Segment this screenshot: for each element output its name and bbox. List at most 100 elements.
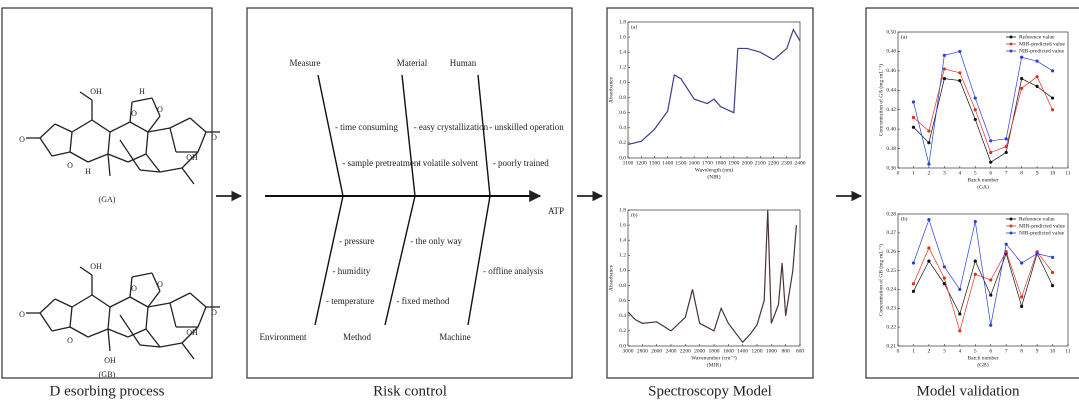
y-axis-label: Absorbance <box>608 76 614 103</box>
chart-caption: (NIR) <box>707 173 720 180</box>
bond <box>147 302 171 308</box>
bond <box>129 276 133 298</box>
bond <box>181 151 199 169</box>
fishbone-bone <box>384 195 416 326</box>
x-tick-label: 1900 <box>728 160 739 166</box>
series-marker <box>973 96 977 100</box>
y-tick-label: 0.2 <box>619 140 626 146</box>
x-tick-label: 2200 <box>768 160 779 166</box>
fishbone-effect: ATP <box>548 206 564 216</box>
bond <box>87 328 109 338</box>
atom-label: O <box>67 161 73 170</box>
legend-label: MIR-predicted value <box>1019 223 1066 229</box>
atom-label: OH <box>90 262 102 271</box>
bond <box>159 167 183 173</box>
x-tick-label: 1600 <box>689 160 700 166</box>
x-tick-label: 0 <box>897 170 900 176</box>
series-line <box>627 28 801 145</box>
series-marker <box>1004 137 1008 141</box>
bond <box>181 342 195 360</box>
y-tick-label: 0.48 <box>886 49 896 55</box>
cause-label: Environment <box>260 332 307 342</box>
bond <box>147 115 161 133</box>
x-tick-label: 2 <box>928 348 931 354</box>
series-marker <box>1050 96 1055 100</box>
series-marker <box>927 129 931 133</box>
series-marker <box>1050 284 1055 288</box>
bond <box>91 294 111 308</box>
series-marker <box>958 49 962 54</box>
y-tick-label: 0.46 <box>886 68 896 74</box>
bond <box>91 119 111 133</box>
x-tick-label: 1 <box>912 348 915 354</box>
cause-item: - volatile solvent <box>418 158 479 168</box>
panel-caption: D esorbing process <box>50 383 165 399</box>
x-tick-label: 10 <box>1050 348 1056 354</box>
plot-area <box>627 21 801 159</box>
bond <box>54 123 73 133</box>
x-axis-label: Batch number <box>967 355 998 361</box>
x-tick-label: 3 <box>943 170 946 176</box>
atom-label: O <box>211 308 217 317</box>
atom-label: O <box>131 284 137 293</box>
chart-caption: (GB) <box>977 361 988 368</box>
series-marker <box>1050 255 1055 259</box>
y-tick-label: 0.8 <box>619 283 626 289</box>
bond <box>147 127 171 133</box>
atom-label: H <box>85 167 91 176</box>
bond <box>189 292 207 308</box>
legend-marker <box>1009 49 1013 53</box>
x-tick-label: 5 <box>974 348 977 354</box>
cause-item: - easy crystallization <box>414 122 489 132</box>
x-tick-label: 3000 <box>623 348 634 354</box>
series-marker <box>958 71 962 75</box>
x-axis-label: Wavenumber (cm⁻¹) <box>691 354 737 361</box>
series-line <box>913 51 1053 165</box>
series-marker <box>1004 145 1008 149</box>
series-marker <box>911 289 916 293</box>
legend-marker <box>1009 217 1013 221</box>
series-marker <box>942 77 946 81</box>
legend-marker <box>1009 224 1013 228</box>
bond <box>69 151 89 163</box>
y-tick-label: 0.26 <box>886 249 896 255</box>
series-marker <box>927 218 931 222</box>
x-tick-label: 800 <box>782 348 791 354</box>
y-tick-label: 1.6 <box>619 222 626 228</box>
series-marker <box>973 117 977 122</box>
plot-area <box>897 213 1069 347</box>
series-marker <box>1050 270 1055 275</box>
series-line <box>913 252 1053 315</box>
x-tick-label: 9 <box>1036 170 1039 176</box>
x-tick-label: 6 <box>989 170 992 176</box>
series-marker <box>1035 84 1039 88</box>
y-tick-label: 1.2 <box>619 65 626 71</box>
panel-label: (b) <box>901 215 908 222</box>
series-marker <box>989 139 993 143</box>
x-tick-label: 2000 <box>742 160 753 166</box>
bond <box>79 266 93 276</box>
y-tick-label: 0.4 <box>619 313 626 319</box>
bond <box>139 344 161 348</box>
structure-label: (GB) <box>99 370 116 379</box>
series-marker <box>1020 304 1024 308</box>
series-marker <box>942 276 946 280</box>
cause-item: - time consuming <box>335 122 398 132</box>
bond <box>109 296 131 308</box>
y-tick-label: 0.50 <box>886 29 896 35</box>
y-tick-label: 0.6 <box>619 110 626 116</box>
legend-marker <box>1009 42 1013 46</box>
bond <box>131 272 153 278</box>
y-axis-label: Concentration of GB (mg·mL⁻¹) <box>877 244 884 316</box>
legend-label: Reference value <box>1019 215 1055 222</box>
series-marker <box>911 282 916 286</box>
series-marker <box>989 293 993 297</box>
x-tick-label: 6 <box>989 348 992 354</box>
series-marker <box>1020 295 1024 299</box>
x-tick-label: 4 <box>958 348 961 354</box>
y-tick-label: 0.27 <box>886 230 896 236</box>
series-marker <box>973 272 977 276</box>
panel-frame <box>865 7 1079 379</box>
cause-item: - the only way <box>410 236 462 246</box>
